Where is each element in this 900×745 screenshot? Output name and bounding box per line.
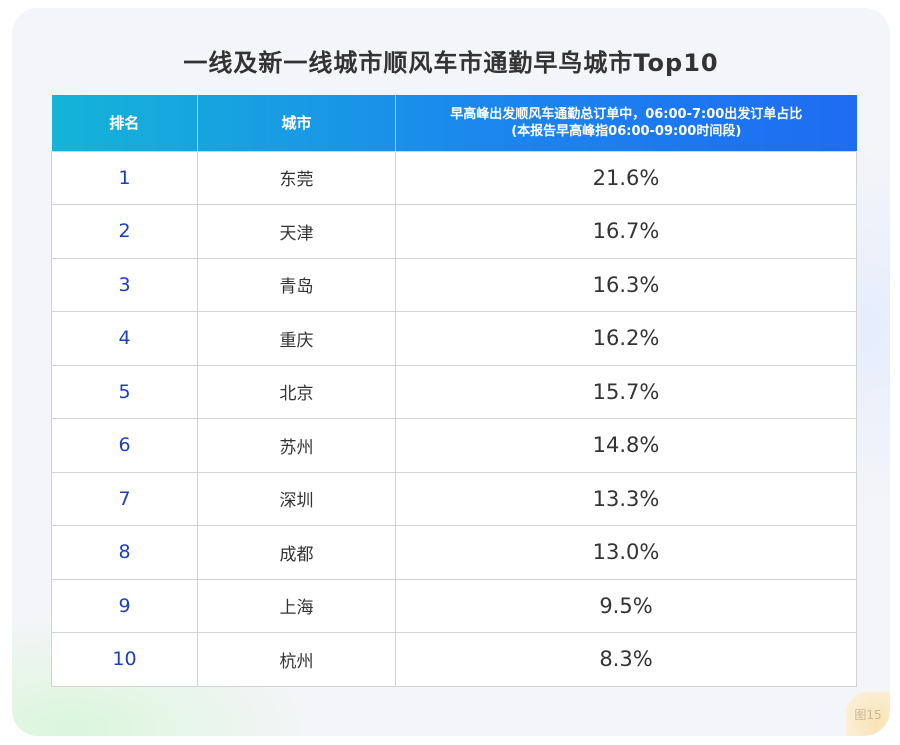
rank-cell: 4	[51, 311, 198, 366]
city-cell: 青岛	[197, 257, 396, 312]
header-ratio-line2: (本报告早高峰指06:00-09:00时间段)	[511, 123, 742, 139]
ratio-cell: 8.3%	[395, 632, 857, 687]
ratio-cell: 13.0%	[395, 525, 857, 580]
city-cell: 深圳	[197, 471, 396, 526]
city-cell: 北京	[197, 364, 396, 419]
table-row: 8 成都 13.0%	[51, 525, 857, 580]
table-row: 3 青岛 16.3%	[51, 257, 857, 312]
ratio-cell: 14.8%	[395, 418, 857, 473]
ratio-cell: 16.3%	[395, 257, 857, 312]
ratio-cell: 13.3%	[395, 471, 857, 526]
ratio-cell: 16.7%	[395, 204, 857, 259]
rank-cell: 8	[51, 525, 198, 580]
rank-cell: 3	[51, 257, 198, 312]
table-row: 10 杭州 8.3%	[51, 632, 857, 687]
table-row: 6 苏州 14.8%	[51, 418, 857, 473]
city-cell: 杭州	[197, 632, 396, 687]
rank-cell: 2	[51, 204, 198, 259]
city-cell: 重庆	[197, 311, 396, 366]
figure-label: 图15	[846, 692, 890, 736]
rank-cell: 6	[51, 418, 198, 473]
rank-cell: 7	[51, 471, 198, 526]
header-ratio-line1: 早高峰出发顺风车通勤总订单中，06:00-7:00出发订单占比	[450, 106, 803, 122]
ratio-cell: 21.6%	[395, 150, 857, 205]
report-card: 一线及新一线城市顺风车市通勤早鸟城市Top10 排名 城市 早高峰出发顺风车通勤…	[12, 8, 890, 736]
rank-cell: 9	[51, 578, 198, 633]
table-row: 2 天津 16.7%	[51, 204, 857, 259]
rank-cell: 5	[51, 364, 198, 419]
rank-cell: 1	[51, 150, 198, 205]
header-ratio: 早高峰出发顺风车通勤总订单中，06:00-7:00出发订单占比 (本报告早高峰指…	[396, 95, 857, 151]
city-cell: 苏州	[197, 418, 396, 473]
city-cell: 上海	[197, 578, 396, 633]
header-rank: 排名	[51, 95, 198, 151]
table-body: 1 东莞 21.6% 2 天津 16.7% 3 青岛 16.3% 4 重庆 16…	[51, 150, 857, 687]
ranking-table: 排名 城市 早高峰出发顺风车通勤总订单中，06:00-7:00出发订单占比 (本…	[51, 95, 857, 687]
table-header: 排名 城市 早高峰出发顺风车通勤总订单中，06:00-7:00出发订单占比 (本…	[51, 95, 857, 151]
table-row: 5 北京 15.7%	[51, 364, 857, 419]
page-title: 一线及新一线城市顺风车市通勤早鸟城市Top10	[183, 49, 719, 77]
ratio-cell: 15.7%	[395, 364, 857, 419]
table-row: 7 深圳 13.3%	[51, 471, 857, 526]
rank-cell: 10	[51, 632, 198, 687]
table-row: 9 上海 9.5%	[51, 578, 857, 633]
table-row: 1 东莞 21.6%	[51, 150, 857, 205]
ratio-cell: 9.5%	[395, 578, 857, 633]
table-row: 4 重庆 16.2%	[51, 311, 857, 366]
city-cell: 天津	[197, 204, 396, 259]
header-row: 排名 城市 早高峰出发顺风车通勤总订单中，06:00-7:00出发订单占比 (本…	[51, 95, 857, 151]
city-cell: 东莞	[197, 150, 396, 205]
header-city: 城市	[197, 95, 396, 151]
ratio-cell: 16.2%	[395, 311, 857, 366]
city-cell: 成都	[197, 525, 396, 580]
